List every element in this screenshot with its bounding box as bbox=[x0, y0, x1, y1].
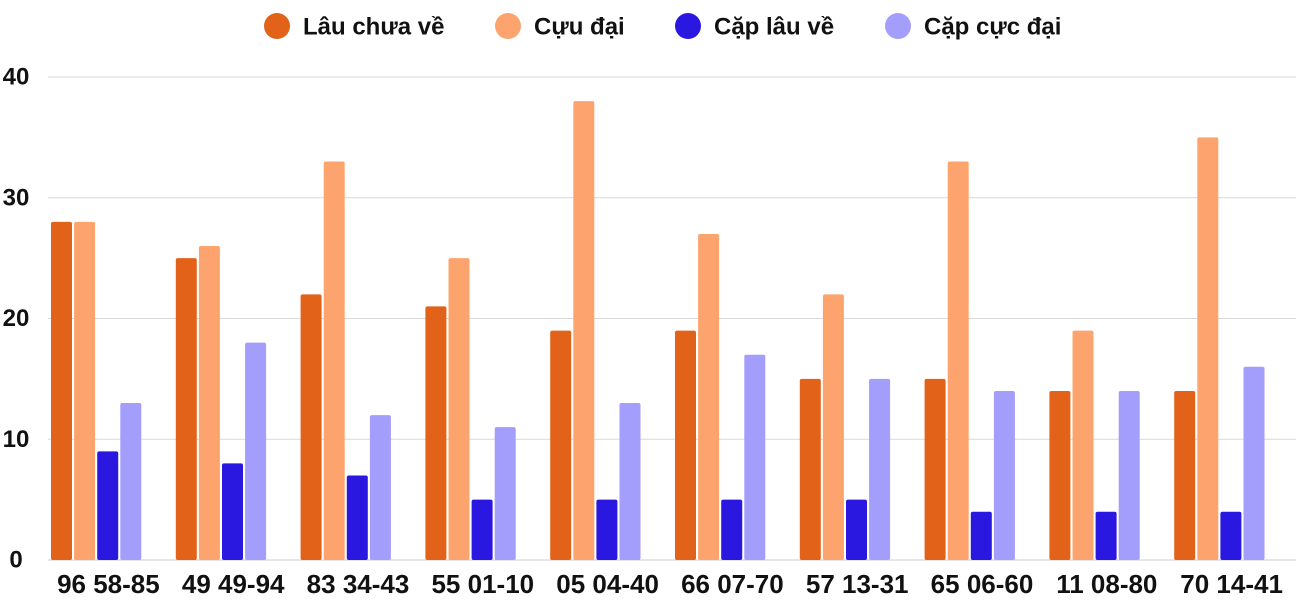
bar bbox=[799, 378, 821, 561]
y-axis-ticks: 0 10 20 30 40 bbox=[3, 64, 30, 574]
bar bbox=[822, 294, 844, 560]
legend: Lâu chưa về Cựu đại Cặp lâu về Cặp cực đại bbox=[264, 13, 1061, 41]
x-axis-ticks: 96 58-85 49 49-94 83 34-43 55 01-10 05 04-40… bbox=[57, 569, 1283, 599]
bar bbox=[175, 258, 197, 561]
bar bbox=[619, 403, 641, 560]
bar bbox=[1049, 390, 1071, 560]
bar bbox=[721, 499, 743, 561]
bar bbox=[869, 378, 891, 561]
bar bbox=[698, 233, 720, 560]
x-tick-label: 70 14-41 bbox=[1180, 569, 1283, 599]
bar-group bbox=[799, 294, 891, 561]
x-tick-label: 55 01-10 bbox=[431, 569, 534, 599]
legend-label: Cặp cực đại bbox=[924, 14, 1061, 41]
bar bbox=[744, 354, 766, 560]
bar bbox=[1095, 511, 1117, 560]
bar-group bbox=[300, 161, 391, 560]
bar bbox=[846, 499, 867, 561]
bar bbox=[924, 378, 946, 561]
bar bbox=[1220, 511, 1242, 560]
x-tick-label: 66 07-70 bbox=[681, 569, 784, 599]
legend-swatch bbox=[885, 13, 911, 39]
bar-group bbox=[51, 221, 142, 560]
bar bbox=[245, 342, 267, 560]
legend-label: Cặp lâu về bbox=[714, 14, 834, 41]
bar bbox=[947, 161, 969, 560]
x-tick-label: 57 13-31 bbox=[806, 569, 909, 599]
x-tick-label: 65 06-60 bbox=[931, 569, 1034, 599]
bar-group bbox=[425, 258, 516, 561]
bar bbox=[494, 427, 516, 560]
y-tick-label: 30 bbox=[3, 184, 30, 211]
bar-group bbox=[675, 233, 766, 561]
bar bbox=[323, 161, 345, 560]
bar bbox=[97, 451, 119, 560]
legend-label: Cựu đại bbox=[534, 14, 625, 41]
bar bbox=[1072, 330, 1094, 560]
x-tick-label: 96 58-85 bbox=[57, 569, 160, 599]
bar bbox=[448, 258, 470, 561]
bar bbox=[74, 221, 96, 560]
bar-group bbox=[1049, 330, 1140, 560]
bar bbox=[970, 511, 992, 560]
x-tick-label: 49 49-94 bbox=[182, 569, 285, 599]
bar-group bbox=[175, 246, 267, 561]
bar bbox=[346, 475, 368, 560]
bar bbox=[425, 306, 447, 560]
bar bbox=[300, 294, 322, 560]
bar bbox=[1174, 390, 1196, 560]
bar bbox=[120, 403, 142, 560]
bar bbox=[198, 246, 220, 561]
bar-group bbox=[1174, 137, 1265, 561]
legend-item: Cặp lâu về bbox=[675, 13, 834, 41]
bar bbox=[675, 330, 696, 560]
x-tick-label: 05 04-40 bbox=[556, 569, 659, 599]
bar bbox=[993, 390, 1015, 560]
legend-swatch bbox=[264, 13, 290, 39]
bar bbox=[1243, 366, 1265, 560]
y-tick-label: 0 bbox=[9, 547, 22, 574]
y-tick-label: 40 bbox=[3, 64, 30, 91]
legend-item: Cặp cực đại bbox=[885, 13, 1061, 41]
bar bbox=[1197, 137, 1219, 561]
bar bbox=[573, 101, 595, 561]
x-tick-label: 11 08-80 bbox=[1056, 569, 1157, 599]
bar-group bbox=[550, 101, 641, 561]
legend-swatch bbox=[495, 13, 521, 39]
bar bbox=[222, 463, 243, 560]
bar bbox=[1118, 390, 1140, 560]
bar bbox=[369, 415, 391, 560]
x-tick-label: 83 34-43 bbox=[307, 569, 410, 599]
legend-item: Lâu chưa về bbox=[264, 13, 444, 41]
bar bbox=[596, 499, 618, 561]
legend-label: Lâu chưa về bbox=[303, 14, 444, 41]
y-tick-label: 20 bbox=[3, 305, 30, 332]
legend-item: Cựu đại bbox=[495, 13, 625, 41]
bar bbox=[550, 330, 572, 560]
legend-swatch bbox=[675, 13, 701, 39]
bar bbox=[471, 499, 493, 561]
bars bbox=[51, 101, 1265, 561]
y-tick-label: 10 bbox=[3, 426, 30, 453]
bar-group bbox=[924, 161, 1015, 561]
bar bbox=[51, 221, 72, 560]
